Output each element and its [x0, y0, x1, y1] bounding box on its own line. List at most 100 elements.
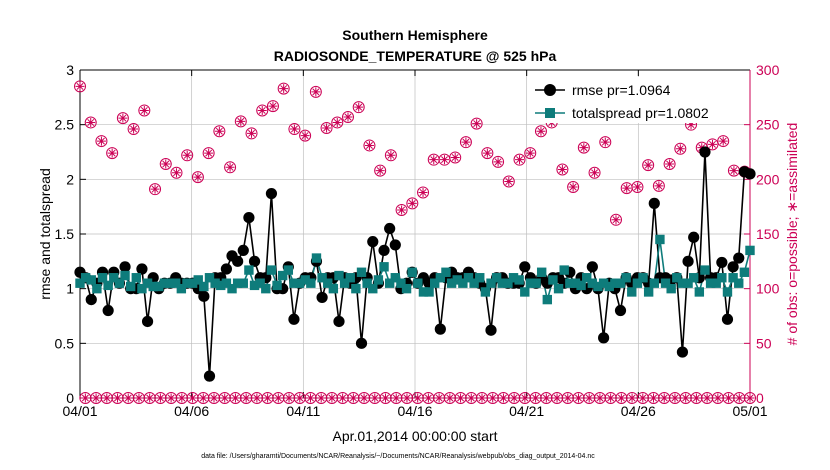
obs-assimilated-point: [102, 393, 112, 403]
obs-assimilated-point: [520, 393, 530, 403]
obs-assimilated-point: [113, 393, 123, 403]
obs-assimilated-point: [515, 155, 525, 165]
totalspread-point: [497, 278, 507, 288]
totalspread-point: [565, 278, 575, 288]
obs-assimilated-point: [734, 393, 744, 403]
totalspread-point: [553, 283, 564, 294]
obs-assimilated-point: [686, 120, 696, 130]
obs-possible-point: [256, 104, 269, 117]
obs-assimilated-point: [439, 155, 449, 165]
obs-assimilated-point: [220, 393, 230, 403]
totalspread-point: [424, 287, 434, 297]
obs-assimilated-point: [257, 105, 267, 115]
obs-possible-point: [599, 136, 612, 149]
totalspread-point: [705, 278, 716, 288]
totalspread-point: [75, 278, 85, 288]
totalspread-point: [328, 283, 339, 294]
obs-assimilated-point: [241, 393, 251, 403]
obs-assimilated-point: [279, 84, 289, 94]
totalspread-point: [525, 278, 536, 288]
obs-possible-point: [331, 116, 344, 129]
rmse-point: [485, 324, 497, 336]
totalspread-point: [227, 283, 237, 294]
y-tick-label: 2.5: [55, 117, 75, 133]
rmse-point: [716, 256, 728, 269]
obs-assimilated-point: [557, 164, 567, 174]
obs-possible-point: [84, 116, 97, 129]
rmse-point: [243, 212, 255, 224]
totalspread-point: [615, 278, 626, 288]
obs-possible-point: [459, 136, 472, 149]
totalspread-point: [491, 273, 502, 283]
obs-possible-point: [470, 117, 483, 130]
obs-assimilated-point: [745, 393, 755, 403]
obs-assimilated-point: [670, 393, 680, 403]
obs-assimilated-point: [75, 81, 85, 91]
totalspread-point: [137, 283, 147, 294]
totalspread-point: [300, 275, 310, 285]
totalspread-point: [700, 265, 710, 275]
obs-assimilated-point: [118, 113, 128, 123]
obs-count-markers: [74, 80, 756, 404]
obs-assimilated-point: [611, 215, 621, 225]
y-tick-label: 1: [66, 281, 74, 297]
obs-assimilated-point: [182, 150, 192, 160]
obs-possible-point: [567, 180, 580, 193]
obs-assimilated-point: [472, 119, 482, 129]
totalspread-point: [244, 265, 254, 275]
obs-assimilated-point: [402, 393, 412, 403]
totalspread-point: [148, 281, 158, 292]
rmse-point: [119, 261, 131, 273]
totalspread-point: [317, 273, 327, 283]
obs-assimilated-point: [729, 166, 739, 176]
rmse-point: [733, 252, 745, 264]
totalspread-point: [384, 278, 395, 288]
obs-assimilated-point: [386, 150, 396, 160]
totalspread-point: [643, 287, 654, 297]
obs-possible-point: [170, 166, 183, 179]
rmse-point: [648, 197, 660, 209]
obs-assimilated-point: [300, 131, 310, 141]
obs-assimilated-point: [456, 393, 466, 403]
totalspread-point: [390, 273, 400, 283]
totalspread-point: [621, 273, 631, 283]
totalspread-point: [261, 283, 271, 294]
x-tick-label: 04/16: [397, 403, 432, 419]
totalspread-point: [717, 273, 727, 283]
rmse-point: [248, 255, 261, 267]
obs-assimilated-point: [145, 393, 155, 403]
obs-assimilated-point: [568, 182, 578, 192]
totalspread-point: [193, 275, 203, 285]
obs-possible-point: [588, 166, 601, 179]
obs-possible-point: [138, 104, 151, 117]
obs-assimilated-point: [579, 143, 589, 153]
totalspread-point: [266, 265, 277, 275]
obs-assimilated-point: [482, 148, 492, 158]
obs-assimilated-point: [418, 187, 428, 197]
obs-assimilated-point: [622, 183, 632, 193]
obs-assimilated-point: [295, 393, 305, 403]
obs-assimilated-point: [204, 148, 214, 158]
obs-possible-point: [374, 164, 387, 177]
totalspread-point: [548, 275, 558, 285]
rmse-point: [198, 290, 210, 302]
obs-assimilated-point: [590, 168, 600, 178]
totalspread-point: [345, 273, 355, 283]
totalspread-point: [199, 281, 209, 292]
obs-possible-point: [652, 179, 665, 192]
obs-possible-point: [502, 175, 515, 188]
obs-assimilated-point: [284, 393, 294, 403]
obs-possible-point: [717, 135, 730, 148]
obs-assimilated-point: [230, 393, 240, 403]
totalspread-point: [204, 273, 215, 283]
obs-assimilated-point: [348, 393, 358, 403]
obs-assimilated-point: [214, 126, 224, 136]
rmse-point: [355, 337, 368, 349]
obs-possible-point: [363, 139, 376, 152]
obs-assimilated-point: [305, 393, 315, 403]
totalspread-point: [413, 278, 423, 288]
obs-assimilated-point: [718, 136, 728, 146]
obs-possible-point: [631, 180, 644, 193]
totalspread-point: [311, 253, 322, 263]
